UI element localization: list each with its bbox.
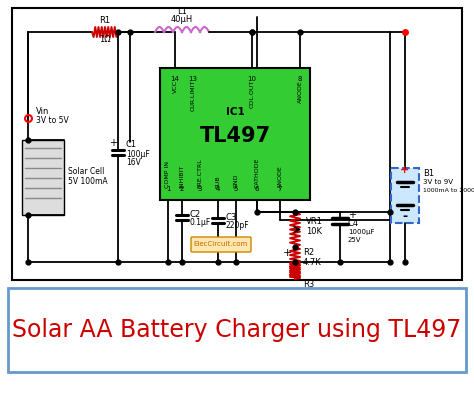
Text: VCC: VCC	[173, 80, 177, 93]
FancyBboxPatch shape	[191, 237, 251, 252]
Text: TL497: TL497	[200, 126, 271, 146]
Text: 3V to 9V: 3V to 9V	[423, 179, 453, 185]
Text: +: +	[401, 165, 410, 175]
Text: +: +	[283, 248, 292, 258]
Text: +: +	[109, 138, 117, 148]
Text: 1000mA to 2000mAh: 1000mA to 2000mAh	[423, 188, 474, 193]
Text: 25V: 25V	[348, 237, 362, 243]
Text: 1Ω: 1Ω	[99, 35, 111, 44]
Text: Solar AA Battery Charger using TL497: Solar AA Battery Charger using TL497	[12, 318, 462, 342]
Text: 3: 3	[198, 186, 202, 192]
Text: 5: 5	[234, 186, 238, 192]
Text: R3: R3	[303, 280, 314, 289]
Text: C1: C1	[126, 140, 137, 149]
Text: 100μF: 100μF	[126, 150, 150, 159]
Text: SUB: SUB	[216, 175, 220, 188]
Text: 0.1μF: 0.1μF	[190, 218, 211, 227]
Text: GND: GND	[234, 173, 238, 188]
Text: IC1: IC1	[226, 107, 245, 117]
Text: 2: 2	[180, 186, 184, 192]
Text: 4.7K: 4.7K	[303, 258, 322, 267]
Text: C4: C4	[348, 219, 359, 228]
Text: FRE.CTRL: FRE.CTRL	[198, 158, 202, 188]
Text: B1: B1	[423, 169, 434, 178]
Text: Vin: Vin	[36, 107, 49, 116]
Text: 16V: 16V	[126, 158, 141, 167]
Text: 13: 13	[189, 76, 198, 82]
Bar	[391, 168, 419, 223]
Text: CATHODE: CATHODE	[255, 158, 259, 188]
Text: 10: 10	[247, 76, 256, 82]
Text: 10K: 10K	[306, 227, 322, 236]
Text: 1000μF: 1000μF	[348, 229, 374, 235]
Text: 4: 4	[216, 186, 220, 192]
Text: 5V 100mA: 5V 100mA	[68, 177, 108, 185]
Text: COMP IN: COMP IN	[165, 161, 171, 188]
Bar	[12, 8, 462, 280]
Text: -: -	[402, 210, 408, 223]
Text: COL.OUT: COL.OUT	[249, 80, 255, 108]
Text: 3V to 5V: 3V to 5V	[36, 116, 69, 125]
Text: Solar Cell: Solar Cell	[68, 166, 104, 175]
Bar	[160, 68, 310, 200]
Text: 8: 8	[298, 76, 302, 82]
Text: +: +	[348, 210, 356, 220]
Text: 1: 1	[166, 186, 170, 192]
Bar	[22, 140, 64, 215]
Text: R2: R2	[303, 248, 314, 257]
Text: ANODE: ANODE	[277, 165, 283, 188]
Text: VR1: VR1	[306, 217, 323, 227]
Text: R1: R1	[100, 16, 110, 25]
Text: L1: L1	[177, 7, 187, 16]
Text: 40μH: 40μH	[171, 15, 193, 24]
Text: CUR.LIMIT: CUR.LIMIT	[191, 80, 195, 111]
Text: ElecCircuit.com: ElecCircuit.com	[194, 242, 248, 248]
Text: INHIBIT: INHIBIT	[180, 165, 184, 188]
Bar	[8, 288, 466, 372]
Text: 7: 7	[278, 186, 282, 192]
Text: 14: 14	[171, 76, 180, 82]
Text: 220pF: 220pF	[226, 221, 250, 230]
Text: ANODE: ANODE	[298, 80, 302, 103]
Text: C3: C3	[226, 213, 237, 222]
Text: C2: C2	[190, 210, 201, 219]
Text: 6: 6	[255, 186, 259, 192]
